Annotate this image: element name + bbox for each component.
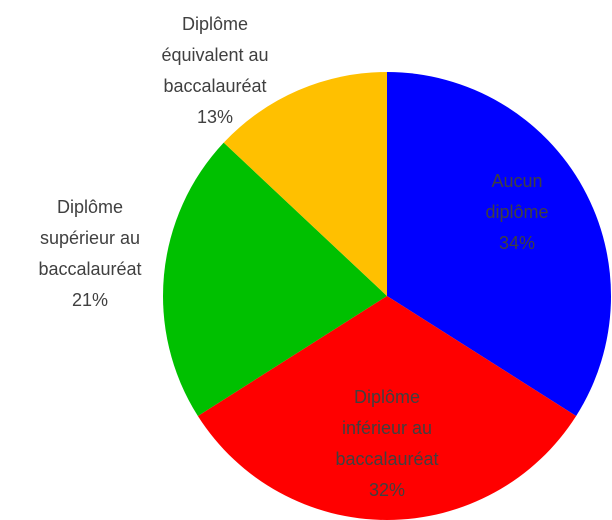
slice-value-label: 34% (499, 233, 535, 253)
slice-label: Diplôme inférieur au baccalauréat (335, 387, 438, 469)
pie-slice (162, 142, 387, 417)
pie-slice (197, 296, 577, 520)
slice-value-label: 21% (72, 290, 108, 310)
slice-label: Diplôme équivalent au baccalauréat (161, 14, 268, 96)
slice-label: Diplôme supérieur au baccalauréat (38, 197, 141, 279)
slice-value-label: 13% (197, 107, 233, 127)
pie-slice (387, 72, 612, 417)
slice-value-label: 32% (369, 480, 405, 500)
pie-slice (223, 72, 387, 296)
slice-label: Aucun diplôme (485, 171, 548, 222)
